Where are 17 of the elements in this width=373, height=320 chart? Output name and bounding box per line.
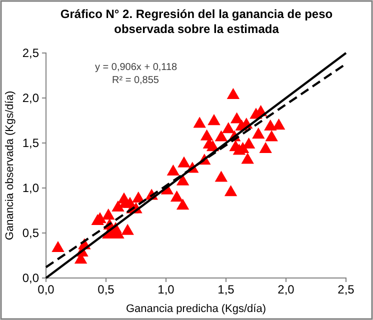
y-tick-label: 1,5 bbox=[22, 136, 40, 150]
chart-title: Gráfico N° 2. Regresión del la ganancia de peso observada sobre la estimada bbox=[60, 7, 333, 36]
x-tick-label: 2,5 bbox=[338, 282, 355, 297]
annotation: R² = 0,855 bbox=[112, 75, 160, 86]
x-tick-label: 0,5 bbox=[98, 282, 115, 297]
y-tick-label: 0,5 bbox=[22, 226, 40, 240]
y-tick-label: 2,5 bbox=[22, 46, 40, 60]
y-tick-label: 1,0 bbox=[22, 180, 40, 195]
x-tick-label: 0,0 bbox=[38, 282, 55, 297]
y-axis-title: Ganancia observada (Kgs/día) bbox=[4, 90, 16, 240]
x-tick-label: 1,0 bbox=[158, 282, 175, 297]
annotation: y = 0,906x + 0,118 bbox=[95, 62, 178, 73]
x-tick-label: 2,0 bbox=[278, 282, 295, 297]
x-tick-label: 1,5 bbox=[218, 282, 235, 297]
y-tick-label: 2,0 bbox=[22, 90, 40, 105]
x-axis-title: Ganancia predicha (Kgs/día) bbox=[126, 303, 266, 315]
y-tick-label: 0,0 bbox=[22, 270, 40, 285]
